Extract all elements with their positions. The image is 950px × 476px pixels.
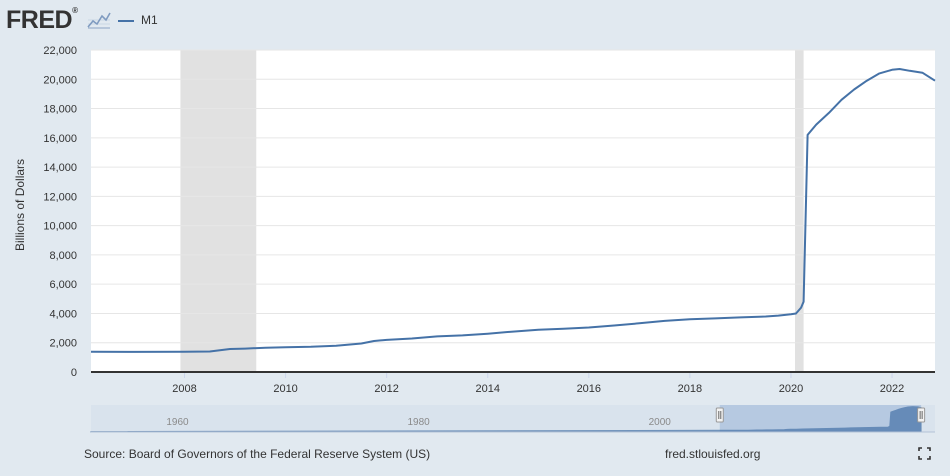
x-tick-label: 2012 [374, 383, 398, 395]
recession-band [180, 50, 257, 372]
y-axis-title: Billions of Dollars [13, 158, 27, 251]
navigator-tick-label: 1960 [166, 417, 189, 428]
y-tick-label: 20,000 [43, 74, 77, 86]
range-navigator[interactable]: 1960 1980 2000 [90, 405, 935, 433]
source-url[interactable]: fred.stlouisfed.org [665, 447, 761, 461]
y-tick-label: 10,000 [43, 221, 77, 233]
x-tick-label: 2016 [577, 383, 601, 395]
chart-header: FRED® M1 [0, 0, 950, 42]
series-line-m1[interactable] [90, 68, 936, 353]
x-axis: 2008 2010 2012 2014 2016 2018 2020 2022 [172, 372, 904, 395]
y-tick-label: 18,000 [43, 104, 77, 116]
y-tick-label: 14,000 [43, 162, 77, 174]
y-tick-label: 6,000 [49, 279, 77, 291]
recession-band [795, 50, 804, 372]
y-tick-label: 16,000 [43, 133, 77, 145]
x-tick-label: 2022 [880, 383, 904, 395]
line-graph-icon [87, 12, 111, 29]
y-tick-label: 4,000 [49, 308, 77, 320]
navigator-tick-label: 1980 [407, 417, 430, 428]
recession-shading [180, 50, 804, 372]
y-tick-label: 12,000 [43, 191, 77, 203]
y-tick-label: 2,000 [49, 338, 77, 350]
navigator-series [90, 406, 922, 433]
x-tick-label: 2020 [779, 383, 803, 395]
x-tick-label: 2008 [172, 383, 196, 395]
fullscreen-icon[interactable] [918, 447, 931, 460]
legend-swatch [118, 20, 134, 22]
navigator-handle[interactable] [715, 407, 724, 423]
y-tick-label: 8,000 [49, 250, 77, 262]
legend-label: M1 [141, 13, 158, 27]
x-tick-label: 2018 [678, 383, 702, 395]
y-tick-label: 0 [71, 367, 77, 379]
source-note: Source: Board of Governors of the Federa… [84, 447, 431, 461]
navigator-tick-label: 2000 [649, 417, 672, 428]
y-tick-label: 22,000 [43, 45, 77, 57]
x-tick-label: 2014 [475, 383, 499, 395]
x-tick-label: 2010 [273, 383, 297, 395]
y-axis: 0 2,000 4,000 6,000 8,000 10,000 12,000 14,000 1… [43, 45, 77, 379]
fred-logo[interactable]: FRED® [6, 6, 78, 34]
navigator-handle[interactable] [917, 407, 926, 423]
